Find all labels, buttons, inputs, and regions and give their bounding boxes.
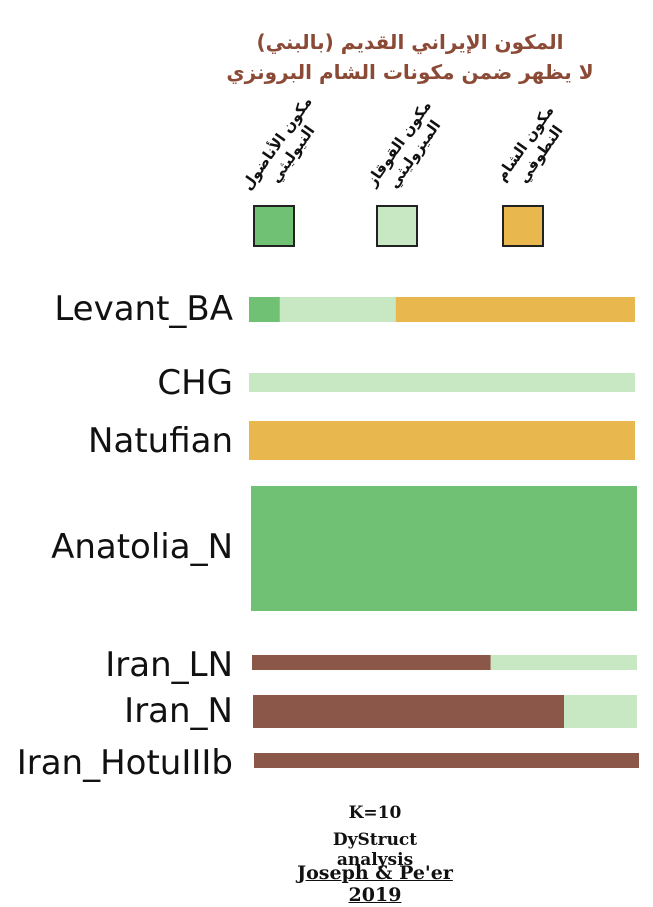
footer-k-value: K=10 [348, 803, 402, 823]
bar-segment-levant-ba-2 [395, 297, 635, 322]
legend-swatch-anatolia [253, 205, 295, 247]
legend-swatch-natufian [502, 205, 544, 247]
bar-segment-levant-ba-1 [279, 297, 396, 322]
row-label-natufian: Natufian [88, 421, 233, 461]
row-label-anatolia-n: Anatolia_N [51, 527, 233, 567]
footer-citation: Joseph & Pe'er 2019 [297, 862, 453, 906]
bar-segment-iran-n-3 [253, 695, 565, 728]
footer-method: DyStruct analysis [332, 830, 418, 870]
bar-segment-levant-ba-0 [249, 297, 280, 322]
row-label-levant-ba: Levant_BA [54, 289, 233, 329]
row-label-iran-hotuiiib: Iran_HotuIIIb [16, 743, 233, 783]
bar-segment-anatolia-n-0 [251, 486, 637, 611]
chart-title-line-2: لا يظهر ضمن مكونات الشام البرونزي [226, 60, 594, 84]
legend-swatch-caucasus [376, 205, 418, 247]
bar-segment-iran-hotuiiib-3 [254, 753, 639, 768]
row-label-iran-n: Iran_N [124, 691, 233, 731]
bar-segment-iran-n-1 [564, 695, 637, 728]
bar-segment-natufian-2 [249, 421, 635, 460]
row-label-chg: CHG [157, 363, 233, 403]
bar-segment-chg-1 [249, 373, 635, 392]
bar-segment-iran-ln-1 [490, 655, 637, 670]
chart-title-line-1: المكون الإيراني القديم (بالبني) [256, 30, 564, 54]
row-label-iran-ln: Iran_LN [105, 645, 233, 685]
bar-segment-iran-ln-3 [252, 655, 491, 670]
